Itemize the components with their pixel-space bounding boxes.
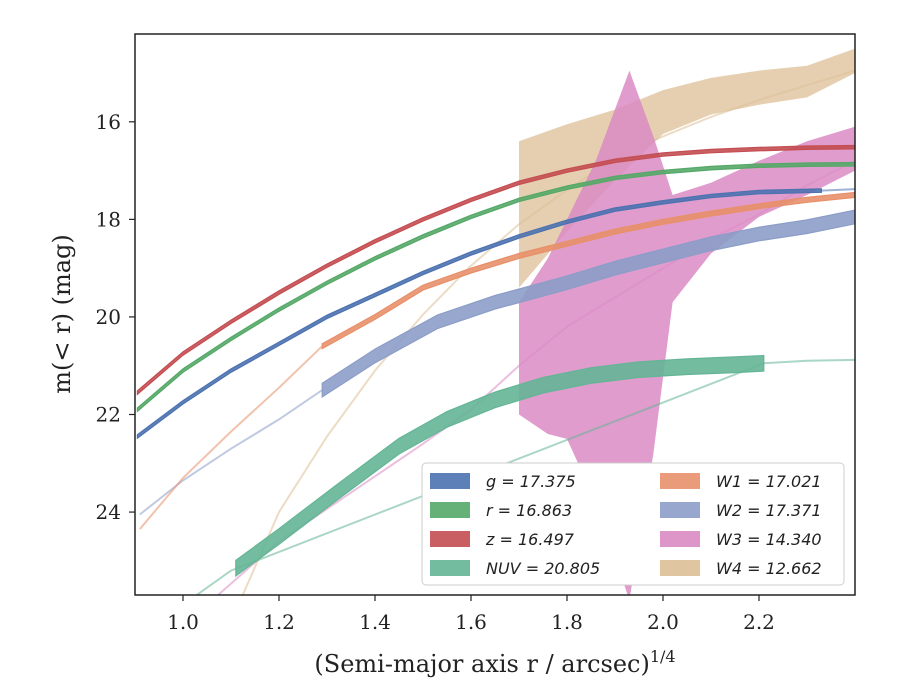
legend-swatch (430, 531, 470, 547)
legend-label: W2 = 17.371 (716, 501, 822, 520)
x-tick-label: 1.0 (167, 610, 199, 634)
series-nuv-band (235, 354, 765, 578)
legend: g = 17.375 r = 16.863 z = 16.497 NUV = 20.8… (421, 462, 845, 586)
legend-frame (421, 462, 845, 586)
legend-label: W4 = 12.662 (716, 559, 822, 578)
x-tick-label: 1.4 (359, 610, 391, 634)
legend-label: W1 = 17.021 (716, 472, 822, 491)
plot-frame (134, 33, 856, 596)
series-r-band (136, 161, 855, 413)
x-tick-label: 1.2 (263, 610, 295, 634)
y-tick-label: 16 (96, 110, 121, 134)
series-w2-model-line (139, 389, 323, 516)
axis-ticks: 1.0 1.2 1.4 1.6 1.8 2.0 2.2 16 18 20 22 24 (96, 110, 775, 634)
legend-swatch (660, 502, 700, 518)
series-w1-model-line (139, 345, 323, 530)
series-g-model-line (821, 188, 855, 192)
series-z-band (136, 144, 855, 396)
series-g-band (136, 188, 822, 440)
series-w2-band (321, 209, 855, 399)
y-tick-label: 20 (96, 305, 121, 329)
legend-label: z = 16.497 (485, 530, 575, 549)
x-axis-label: (Semi-major axis r / arcsec)1/4 (314, 647, 675, 678)
x-tick-label: 1.8 (551, 610, 583, 634)
legend-label: g = 17.375 (486, 472, 576, 491)
legend-swatch (430, 473, 470, 489)
legend-label: W3 = 14.340 (716, 530, 822, 549)
legend-swatch (430, 560, 470, 576)
x-tick-label: 2.2 (743, 610, 775, 634)
y-tick-label: 24 (96, 500, 121, 524)
legend-swatch (660, 560, 700, 576)
legend-swatch (660, 473, 700, 489)
y-tick-label: 22 (96, 403, 121, 427)
series-w1-band (321, 191, 855, 350)
y-axis-label: m(< r) (mag) (48, 234, 76, 393)
legend-swatch (430, 502, 470, 518)
x-tick-label: 1.6 (455, 610, 487, 634)
x-axis-label-sup: 1/4 (650, 647, 676, 666)
x-axis-label-main: (Semi-major axis r / arcsec) (314, 650, 649, 678)
x-tick-label: 2.0 (647, 610, 679, 634)
legend-label: NUV = 20.805 (486, 559, 600, 578)
legend-swatch (660, 531, 700, 547)
y-tick-label: 18 (96, 207, 121, 231)
legend-label: r = 16.863 (486, 501, 572, 520)
